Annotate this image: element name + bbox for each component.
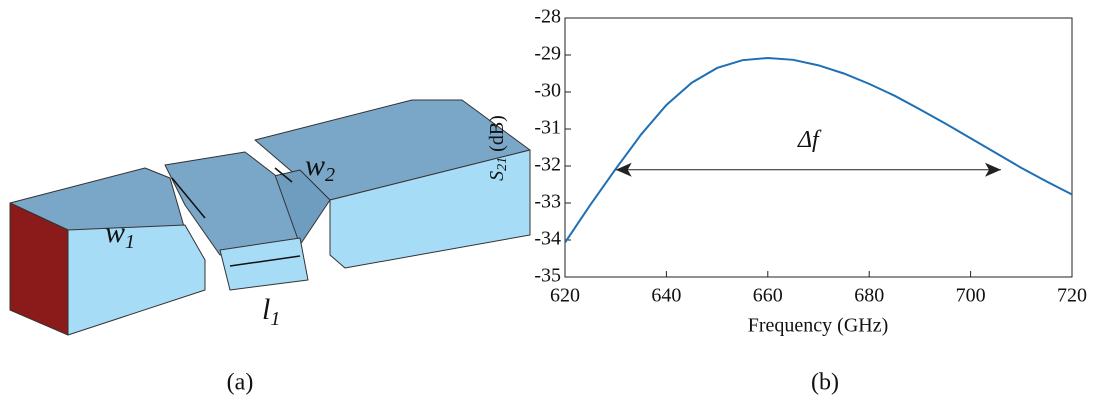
x-tick-label: 640	[651, 285, 681, 307]
caption: (b)	[811, 370, 839, 396]
l1-label: l1	[262, 293, 280, 330]
label-sub: 1	[125, 231, 135, 253]
x-tick-label: 620	[550, 285, 580, 307]
x-tick-label: 720	[1057, 285, 1087, 307]
x-axis-label: Frequency (GHz)	[748, 315, 889, 337]
x-tick-label: 680	[854, 285, 884, 307]
x-tick-label: 660	[753, 285, 783, 307]
y-tick-label: -29	[534, 43, 561, 65]
y-tick-label: -31	[534, 117, 561, 139]
y-axis-label: S21 (dB)	[486, 115, 511, 181]
y-tick-label: -32	[534, 154, 561, 176]
y-tick-label: -33	[534, 191, 561, 213]
label-sub: 2	[325, 164, 335, 186]
label-main: S	[486, 171, 508, 181]
y-tick-label: -30	[534, 80, 561, 102]
label-main: l	[262, 293, 270, 326]
annotation-label: Δf	[797, 127, 822, 153]
y-tick-label: -28	[534, 6, 561, 28]
label-main: w	[305, 149, 325, 182]
x-tick-label: 700	[956, 285, 986, 307]
page: {"diagram": {"labels": [{"main": "w", "s…	[0, 0, 1100, 414]
y-tick-label: -35	[534, 265, 561, 287]
figure: w1 w2 l1 (a) (b) Frequency (GHz) S21 (dB…	[0, 0, 1100, 414]
label-sub: 1	[270, 308, 280, 330]
label-unit: (dB)	[486, 115, 508, 157]
left-block-front	[68, 225, 205, 335]
label-sub: 21	[495, 157, 510, 171]
caption: (a)	[227, 370, 254, 396]
y-tick-label: -34	[534, 228, 561, 250]
label-main: w	[105, 216, 125, 249]
